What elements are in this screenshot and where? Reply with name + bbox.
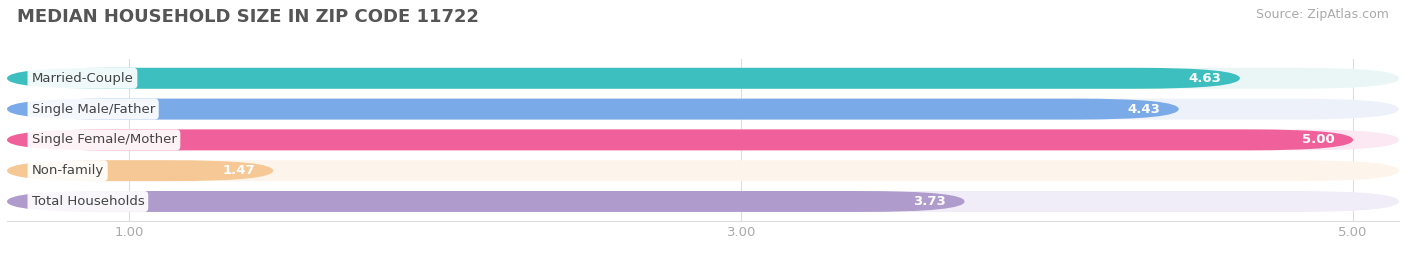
FancyBboxPatch shape — [7, 68, 1399, 89]
Text: Source: ZipAtlas.com: Source: ZipAtlas.com — [1256, 8, 1389, 21]
Text: MEDIAN HOUSEHOLD SIZE IN ZIP CODE 11722: MEDIAN HOUSEHOLD SIZE IN ZIP CODE 11722 — [17, 8, 479, 26]
Text: Married-Couple: Married-Couple — [31, 72, 134, 85]
Text: Non-family: Non-family — [31, 164, 104, 177]
FancyBboxPatch shape — [7, 129, 1353, 150]
FancyBboxPatch shape — [7, 68, 1240, 89]
FancyBboxPatch shape — [7, 99, 1178, 119]
Text: 1.47: 1.47 — [222, 164, 254, 177]
Text: 4.43: 4.43 — [1128, 102, 1160, 116]
FancyBboxPatch shape — [7, 129, 1399, 150]
Text: 5.00: 5.00 — [1302, 133, 1334, 146]
FancyBboxPatch shape — [7, 191, 1399, 212]
Text: 4.63: 4.63 — [1188, 72, 1222, 85]
Text: Single Female/Mother: Single Female/Mother — [31, 133, 176, 146]
Text: Single Male/Father: Single Male/Father — [31, 102, 155, 116]
FancyBboxPatch shape — [7, 160, 1399, 181]
Text: 3.73: 3.73 — [914, 195, 946, 208]
FancyBboxPatch shape — [7, 99, 1399, 119]
FancyBboxPatch shape — [7, 160, 273, 181]
Text: Total Households: Total Households — [31, 195, 145, 208]
FancyBboxPatch shape — [7, 191, 965, 212]
